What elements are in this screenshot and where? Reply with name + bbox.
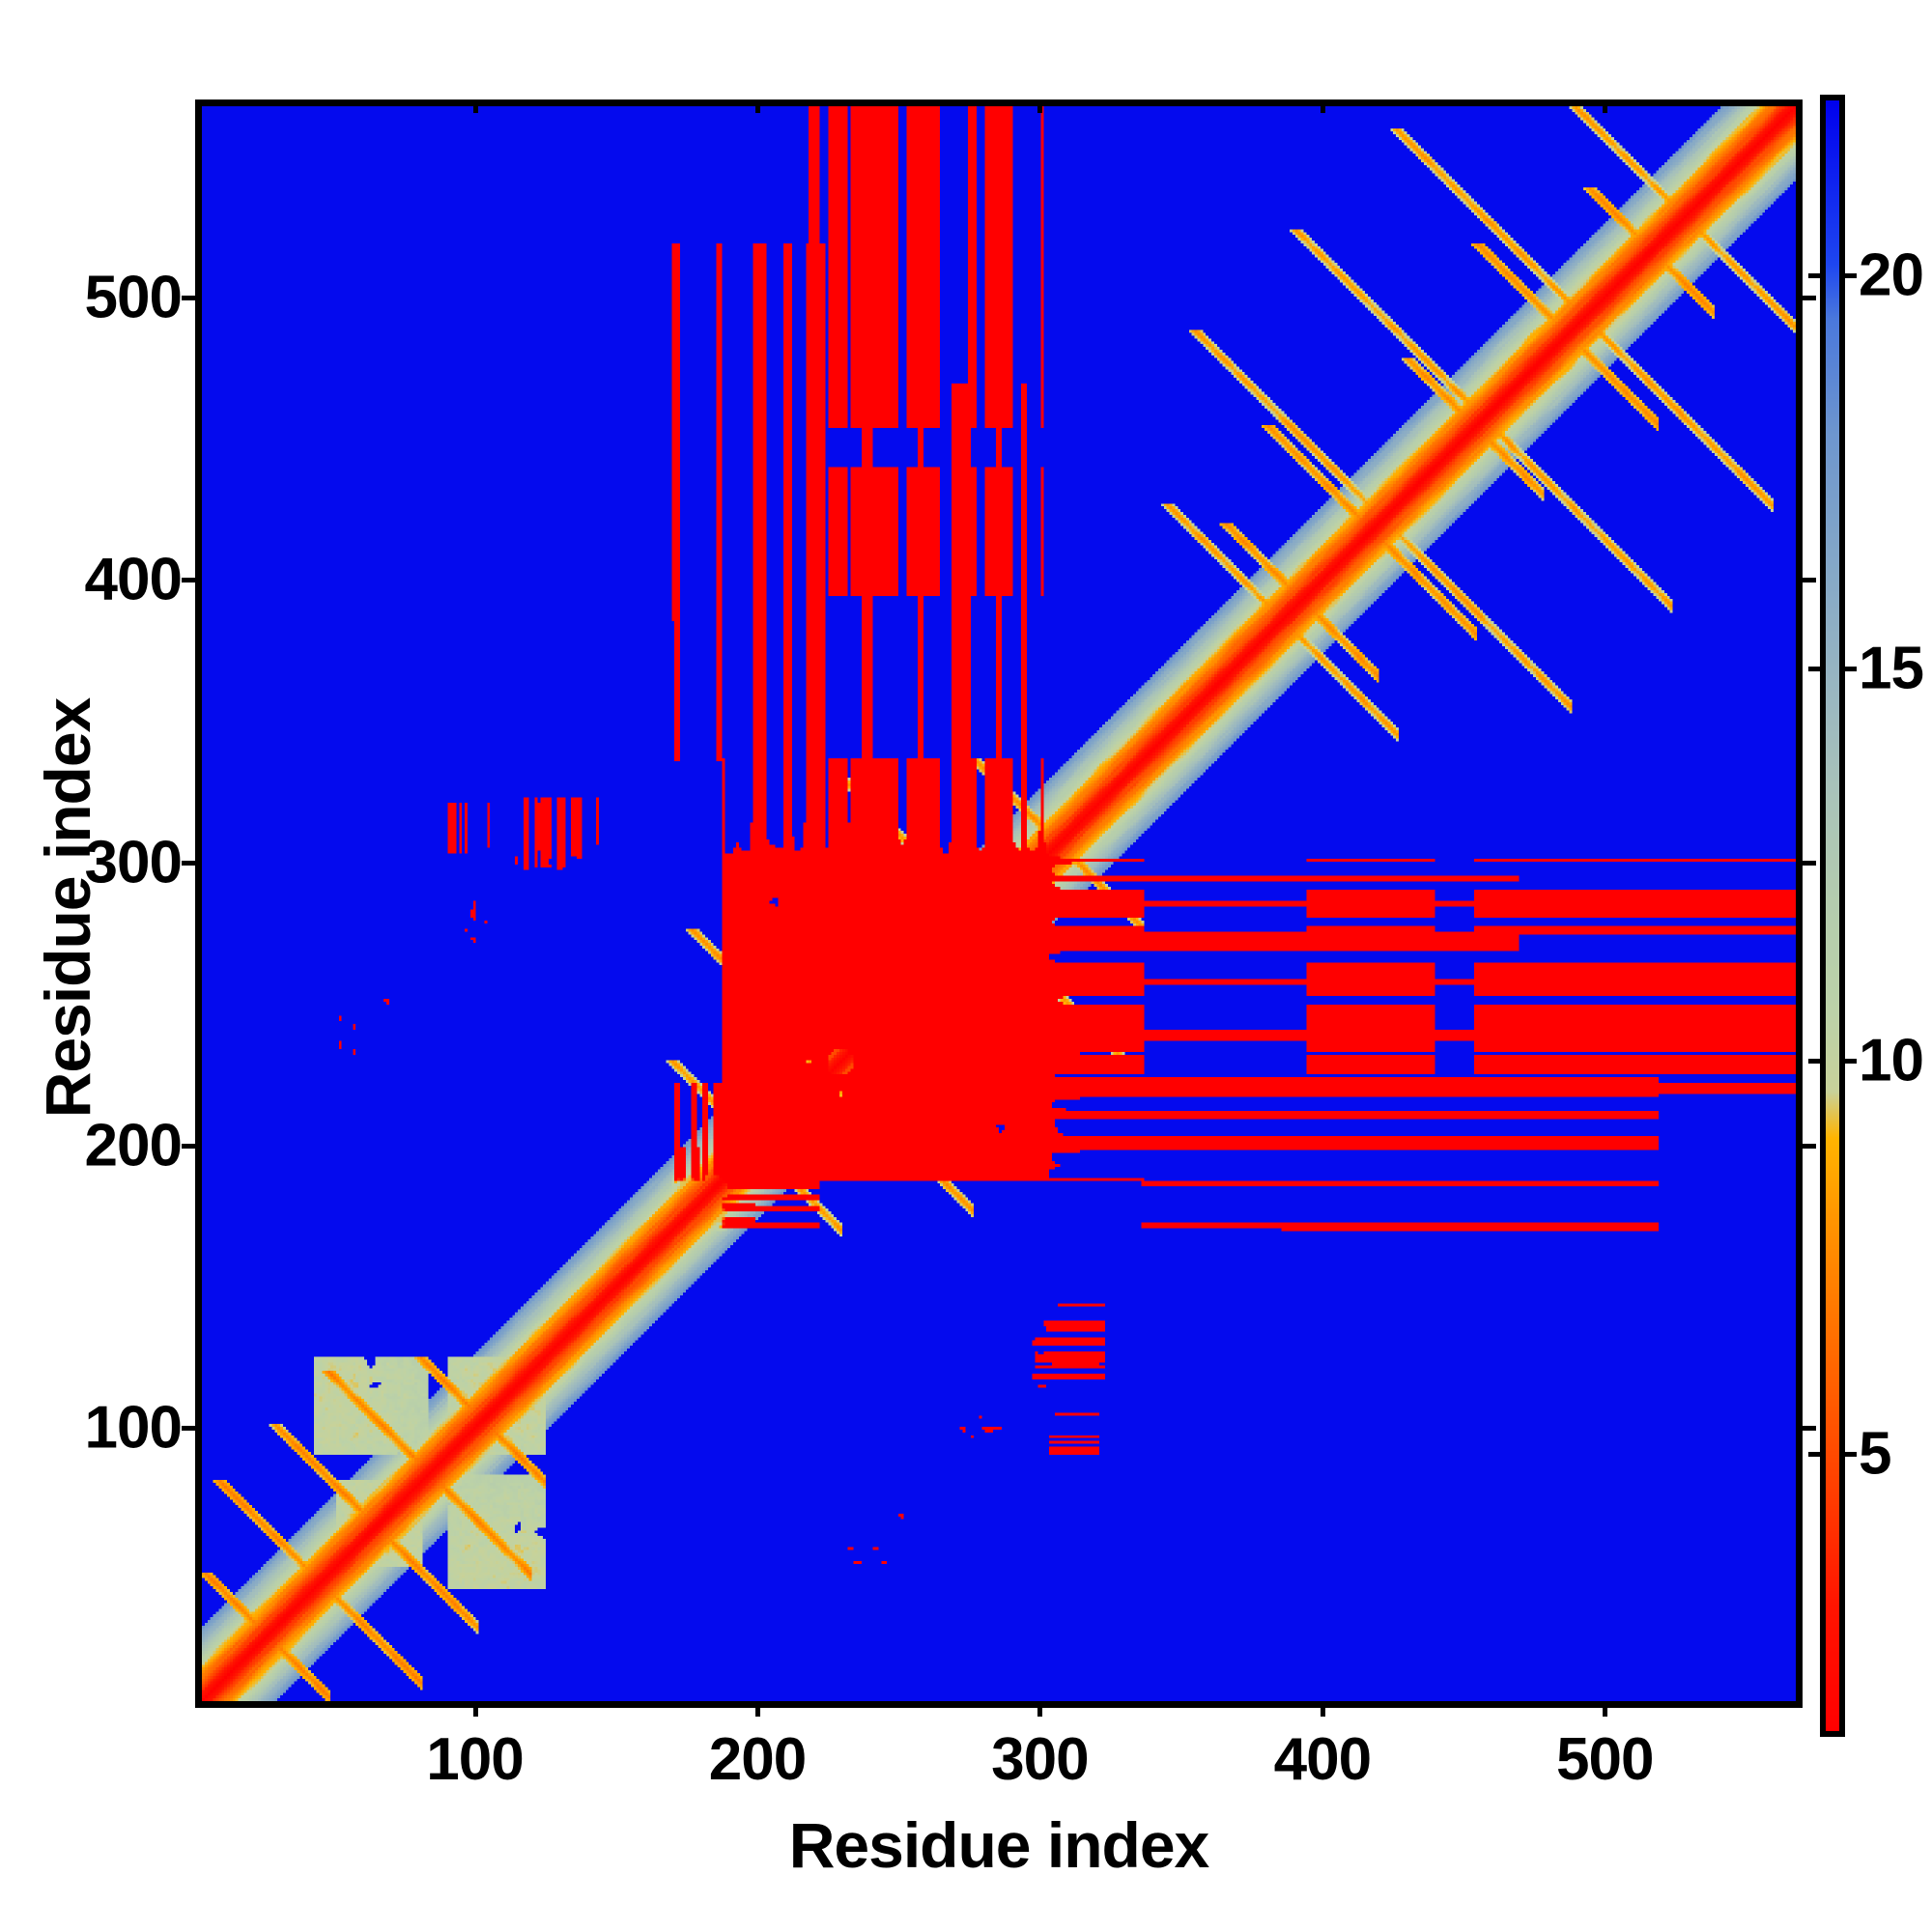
colorbar-tick-mark-left — [1808, 1059, 1821, 1065]
colorbar-tick-label: 20 — [1859, 242, 1924, 309]
colorbar[interactable] — [1820, 95, 1845, 1737]
colorbar-tick-mark — [1843, 273, 1857, 279]
y-tick-mark — [182, 578, 197, 583]
y-tick-mark-right — [1803, 578, 1816, 583]
colorbar-tick-label: 5 — [1859, 1420, 1891, 1488]
y-tick-mark — [182, 295, 197, 300]
x-axis-title: Residue index — [788, 1809, 1209, 1881]
x-tick-mark — [472, 1701, 478, 1717]
colorbar-tick-mark — [1843, 666, 1857, 671]
colorbar-tick-mark-left — [1808, 273, 1821, 279]
y-tick-label: 100 — [84, 1394, 183, 1462]
y-tick-mark — [182, 1426, 197, 1432]
x-tick-label: 400 — [1273, 1726, 1372, 1793]
y-tick-mark-right — [1803, 295, 1816, 300]
y-tick-mark-right — [1803, 1143, 1816, 1149]
y-tick-mark — [182, 861, 197, 867]
y-tick-label: 400 — [84, 546, 183, 613]
colorbar-tick-mark-left — [1808, 666, 1821, 671]
x-tick-mark — [1320, 1701, 1325, 1717]
x-tick-mark — [754, 1701, 760, 1717]
y-axis-title: Residue index — [32, 697, 103, 1119]
x-tick-label: 500 — [1556, 1726, 1654, 1793]
colorbar-tick-mark — [1843, 1059, 1857, 1065]
x-tick-mark-top — [472, 99, 478, 113]
colorbar-tick-label: 15 — [1859, 635, 1924, 702]
x-tick-mark — [1037, 1701, 1043, 1717]
y-tick-mark-right — [1803, 1426, 1816, 1432]
x-tick-mark — [1603, 1701, 1608, 1717]
y-tick-label: 500 — [84, 264, 183, 331]
x-tick-label: 100 — [426, 1726, 524, 1793]
x-tick-label: 200 — [708, 1726, 807, 1793]
y-tick-label: 300 — [84, 829, 183, 896]
x-tick-label: 300 — [991, 1726, 1089, 1793]
colorbar-tick-mark — [1843, 1452, 1857, 1458]
x-tick-mark-top — [1037, 99, 1043, 113]
residue-distance-heatmap[interactable] — [202, 106, 1796, 1701]
colorbar-tick-mark-left — [1808, 1452, 1821, 1458]
colorbar-tick-label: 10 — [1859, 1027, 1924, 1094]
colorbar-gradient — [1826, 100, 1839, 1731]
y-tick-mark — [182, 1143, 197, 1149]
y-tick-mark-right — [1803, 861, 1816, 867]
x-tick-mark-top — [754, 99, 760, 113]
x-tick-mark-top — [1603, 99, 1608, 113]
y-tick-label: 200 — [84, 1112, 183, 1179]
x-tick-mark-top — [1320, 99, 1325, 113]
heatmap-plot-area[interactable] — [195, 99, 1803, 1708]
